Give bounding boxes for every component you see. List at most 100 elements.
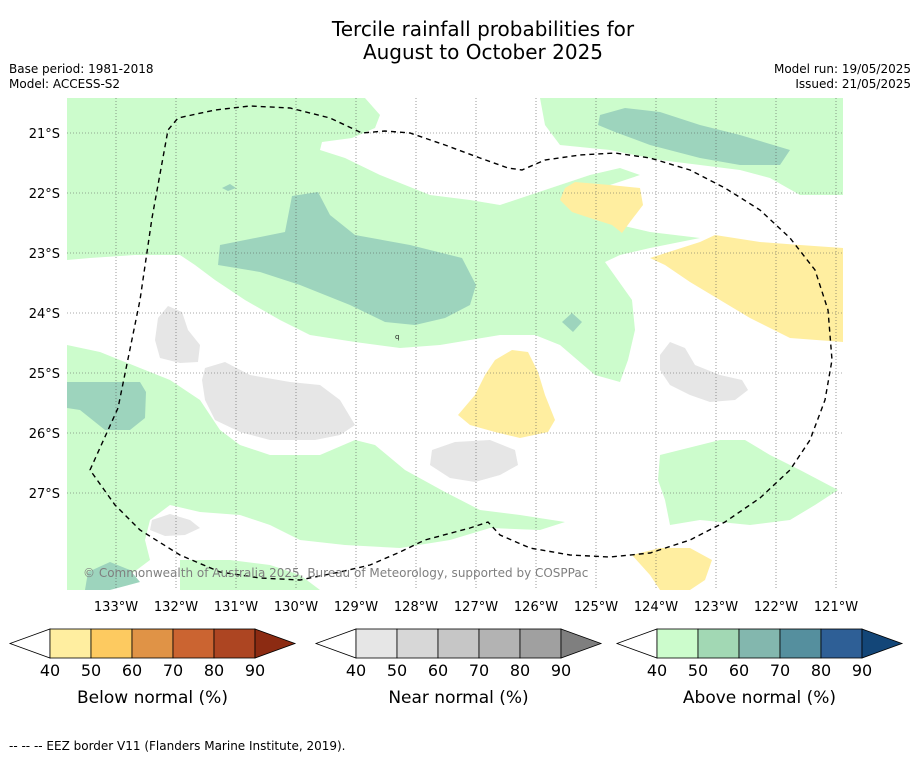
below-normal-colorbar-segment bbox=[131, 628, 174, 659]
below-normal-tick-label: 80 bbox=[204, 661, 224, 680]
near-normal-region-3 bbox=[430, 440, 518, 482]
lon-label-128w: 128°W bbox=[394, 600, 438, 615]
above-normal-tick-label: 60 bbox=[729, 661, 749, 680]
near-normal-region-4 bbox=[660, 342, 748, 402]
above-normal-50-region-ne bbox=[598, 108, 790, 165]
below-normal-region-center bbox=[458, 350, 555, 438]
below-normal-colorbar-segment bbox=[213, 628, 256, 659]
map-title: Tercile rainfall probabilities for Augus… bbox=[0, 18, 919, 64]
near-normal-tick-label: 90 bbox=[551, 661, 571, 680]
near-normal-tick-label: 40 bbox=[346, 661, 366, 680]
above-normal-50-speck bbox=[222, 184, 236, 191]
graticule bbox=[67, 98, 843, 590]
below-normal-tick-label: 40 bbox=[40, 661, 60, 680]
above-normal-region-southeast bbox=[658, 440, 838, 525]
issued-text: Issued: 21/05/2025 bbox=[795, 77, 911, 91]
base-period-text: Base period: 1981-2018 bbox=[9, 62, 154, 76]
lat-label-25s: 25°S bbox=[29, 367, 60, 382]
below-normal-tick-label: 90 bbox=[245, 661, 265, 680]
lat-label-22s: 22°S bbox=[29, 187, 60, 202]
lon-label-132w: 132°W bbox=[154, 600, 198, 615]
lat-label-26s: 26°S bbox=[29, 427, 60, 442]
speck-marker: q bbox=[395, 333, 399, 341]
below-normal-colorbar-max-extend bbox=[254, 628, 297, 659]
below-normal-colorbar-segment bbox=[172, 628, 215, 659]
near-normal-colorbar-min-extend bbox=[314, 628, 357, 659]
below-normal-tick-label: 50 bbox=[81, 661, 101, 680]
lon-label-122w: 122°W bbox=[754, 600, 798, 615]
above-normal-region-south bbox=[67, 345, 565, 590]
eez-footer-note: -- -- -- EEZ border V11 (Flanders Marine… bbox=[9, 739, 346, 753]
near-normal-colorbar-segment bbox=[396, 628, 439, 659]
near-normal-legend-label: Near normal (%) bbox=[388, 688, 528, 708]
near-normal-colorbar: 40 50 60 70 80 90 Near normal (%) bbox=[314, 628, 603, 708]
above-normal-50-region-small bbox=[562, 313, 582, 332]
above-normal-colorbar-segment bbox=[697, 628, 740, 659]
near-normal-colorbar-segment bbox=[437, 628, 480, 659]
lon-label-129w: 129°W bbox=[334, 600, 378, 615]
lon-label-126w: 126°W bbox=[514, 600, 558, 615]
probability-fields bbox=[67, 98, 843, 590]
near-normal-tick-label: 60 bbox=[428, 661, 448, 680]
below-normal-region-east bbox=[650, 235, 843, 342]
lon-label-121w: 121°W bbox=[814, 600, 858, 615]
below-normal-legend-label: Below normal (%) bbox=[77, 688, 228, 708]
above-normal-tick-label: 50 bbox=[688, 661, 708, 680]
lat-label-24s: 24°S bbox=[29, 307, 60, 322]
below-normal-tick-label: 60 bbox=[122, 661, 142, 680]
lon-label-123w: 123°W bbox=[694, 600, 738, 615]
above-normal-region-lower bbox=[180, 560, 320, 590]
legend-group: 40 50 60 70 80 90 Below normal (%) 40 50 60 70 80 90… bbox=[8, 628, 904, 708]
title-line-1: Tercile rainfall probabilities for bbox=[331, 17, 635, 41]
latitude-labels: 21°S 22°S 23°S 24°S 25°S 26°S 27°S bbox=[29, 127, 60, 502]
near-normal-tick-label: 80 bbox=[510, 661, 530, 680]
below-normal-colorbar-min-extend bbox=[8, 628, 51, 659]
below-normal-colorbar-segment bbox=[90, 628, 133, 659]
lon-label-125w: 125°W bbox=[574, 600, 618, 615]
model-run-text: Model run: 19/05/2025 bbox=[773, 62, 911, 76]
below-normal-region-south bbox=[632, 548, 712, 590]
lat-label-21s: 21°S bbox=[29, 127, 60, 142]
above-normal-tick-label: 80 bbox=[811, 661, 831, 680]
above-normal-colorbar-min-extend bbox=[615, 628, 658, 659]
above-normal-50-region-west bbox=[67, 382, 146, 430]
near-normal-tick-label: 50 bbox=[387, 661, 407, 680]
lon-label-133w: 133°W bbox=[94, 600, 138, 615]
near-normal-region-5 bbox=[150, 514, 200, 536]
above-normal-tick-label: 90 bbox=[852, 661, 872, 680]
near-normal-tick-label: 70 bbox=[469, 661, 489, 680]
model-text: Model: ACCESS-S2 bbox=[9, 77, 121, 91]
lat-label-27s: 27°S bbox=[29, 487, 60, 502]
above-normal-50-region bbox=[218, 192, 476, 325]
above-normal-tick-label: 70 bbox=[770, 661, 790, 680]
near-normal-colorbar-segment bbox=[478, 628, 521, 659]
below-normal-tick-label: 70 bbox=[163, 661, 183, 680]
lon-label-127w: 127°W bbox=[454, 600, 498, 615]
above-normal-colorbar-segment bbox=[738, 628, 781, 659]
lon-label-131w: 131°W bbox=[214, 600, 258, 615]
above-normal-legend-label: Above normal (%) bbox=[683, 688, 836, 708]
meta-left: Base period: 1981-2018 Model: ACCESS-S2 bbox=[9, 62, 154, 92]
above-normal-50-region-sw bbox=[85, 562, 140, 590]
below-normal-colorbar-segment bbox=[49, 628, 92, 659]
copyright-text: © Commonwealth of Australia 2025, Bureau… bbox=[83, 566, 588, 580]
near-normal-colorbar-segment bbox=[519, 628, 562, 659]
above-normal-colorbar-segment bbox=[656, 628, 699, 659]
below-normal-colorbar: 40 50 60 70 80 90 Below normal (%) bbox=[8, 628, 297, 708]
above-normal-tick-label: 40 bbox=[647, 661, 667, 680]
above-normal-colorbar-segment bbox=[820, 628, 863, 659]
lon-label-124w: 124°W bbox=[634, 600, 678, 615]
lat-label-23s: 23°S bbox=[29, 247, 60, 262]
above-normal-colorbar: 40 50 60 70 80 90 Above normal (%) bbox=[615, 628, 904, 708]
near-normal-region-1 bbox=[155, 306, 200, 363]
above-normal-colorbar-max-extend bbox=[861, 628, 904, 659]
above-normal-region-north bbox=[67, 98, 843, 382]
near-normal-colorbar-segment bbox=[355, 628, 398, 659]
below-normal-region-north bbox=[560, 182, 643, 233]
longitude-labels: 133°W 132°W 131°W 130°W 129°W 128°W 127°… bbox=[94, 600, 858, 615]
near-normal-region-2 bbox=[202, 362, 355, 440]
meta-right: Model run: 19/05/2025 Issued: 21/05/2025 bbox=[774, 62, 911, 92]
near-normal-colorbar-max-extend bbox=[560, 628, 603, 659]
eez-border bbox=[89, 105, 833, 581]
